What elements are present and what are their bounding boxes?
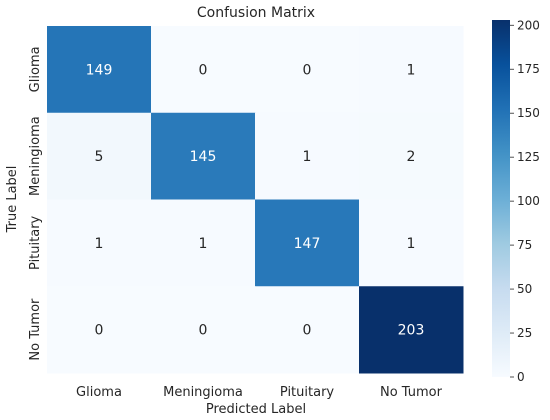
colorbar-tick-label: 125 [517,150,540,164]
cell-value-3-2: 0 [303,323,312,339]
x-tick-label: No Tumor [380,385,443,400]
y-tick-label: Glioma [28,46,43,92]
x-tick-labels: Glioma Meningioma Pituitary No Tumor [76,385,443,400]
cell-value-0-0: 149 [86,62,113,78]
colorbar-tick-label: 100 [517,194,540,208]
heatmap-cell-1-0 [47,112,152,200]
colorbar-gradient [492,20,510,377]
cell-value-3-1: 0 [199,323,208,339]
colorbar-tick-label: 175 [517,62,540,76]
heatmap-cell-2-2 [255,199,360,287]
cell-value-3-0: 0 [95,323,104,339]
heatmap-cell-3-2 [255,286,360,374]
colorbar-tick-label: 75 [517,238,532,252]
heatmap-cell-2-3 [359,199,464,287]
colorbar: 0 25 50 75 100 125 150 175 200 [492,18,540,384]
cell-value-3-3: 203 [398,323,425,339]
heatmap-cell-1-3 [359,112,464,200]
heatmap-cell-1-2 [255,112,360,200]
colorbar-tick-label: 200 [517,18,540,32]
heatmap-cell-0-3 [359,26,464,114]
heatmap-cells: 149 0 0 1 5 145 1 2 1 1 147 1 0 0 0 203 [47,26,464,374]
cell-value-0-2: 0 [303,62,312,78]
y-tick-label: No Tumor [28,298,43,361]
colorbar-tick-label: 25 [517,326,532,340]
x-tick-label: Pituitary [280,385,335,400]
heatmap-cell-3-1 [151,286,256,374]
x-tick-label: Glioma [76,385,122,400]
y-tick-label: Meningioma [28,116,43,196]
cell-value-1-0: 5 [95,149,104,165]
cell-value-0-1: 0 [199,62,208,78]
heatmap-cell-3-3 [359,286,464,374]
heatmap-cell-0-2 [255,26,360,114]
cell-value-1-3: 2 [407,149,416,165]
cell-value-1-2: 1 [303,149,312,165]
x-tick-label: Meningioma [163,385,243,400]
cell-value-2-2: 147 [294,236,321,252]
colorbar-tick-label: 50 [517,282,532,296]
heatmap-cell-2-1 [151,199,256,287]
cell-value-2-1: 1 [199,236,208,252]
heatmap-cell-0-1 [151,26,256,114]
heatmap-cell-0-0 [47,26,152,114]
cell-value-2-0: 1 [95,236,104,252]
colorbar-tick-label: 150 [517,106,540,120]
x-axis-label: Predicted Label [206,402,306,417]
heatmap-cell-2-0 [47,199,152,287]
cell-value-0-3: 1 [407,62,416,78]
y-tick-label: Pituitary [28,215,43,270]
colorbar-tick-label: 0 [517,370,525,384]
cell-value-2-3: 1 [407,236,416,252]
heatmap-cell-1-1 [151,112,256,200]
chart-title: Confusion Matrix [197,5,315,21]
y-axis-label: True Label [5,166,20,234]
y-tick-labels: Glioma Meningioma Pituitary No Tumor [28,46,43,360]
heatmap-cell-3-0 [47,286,152,374]
cell-value-1-1: 145 [190,149,217,165]
